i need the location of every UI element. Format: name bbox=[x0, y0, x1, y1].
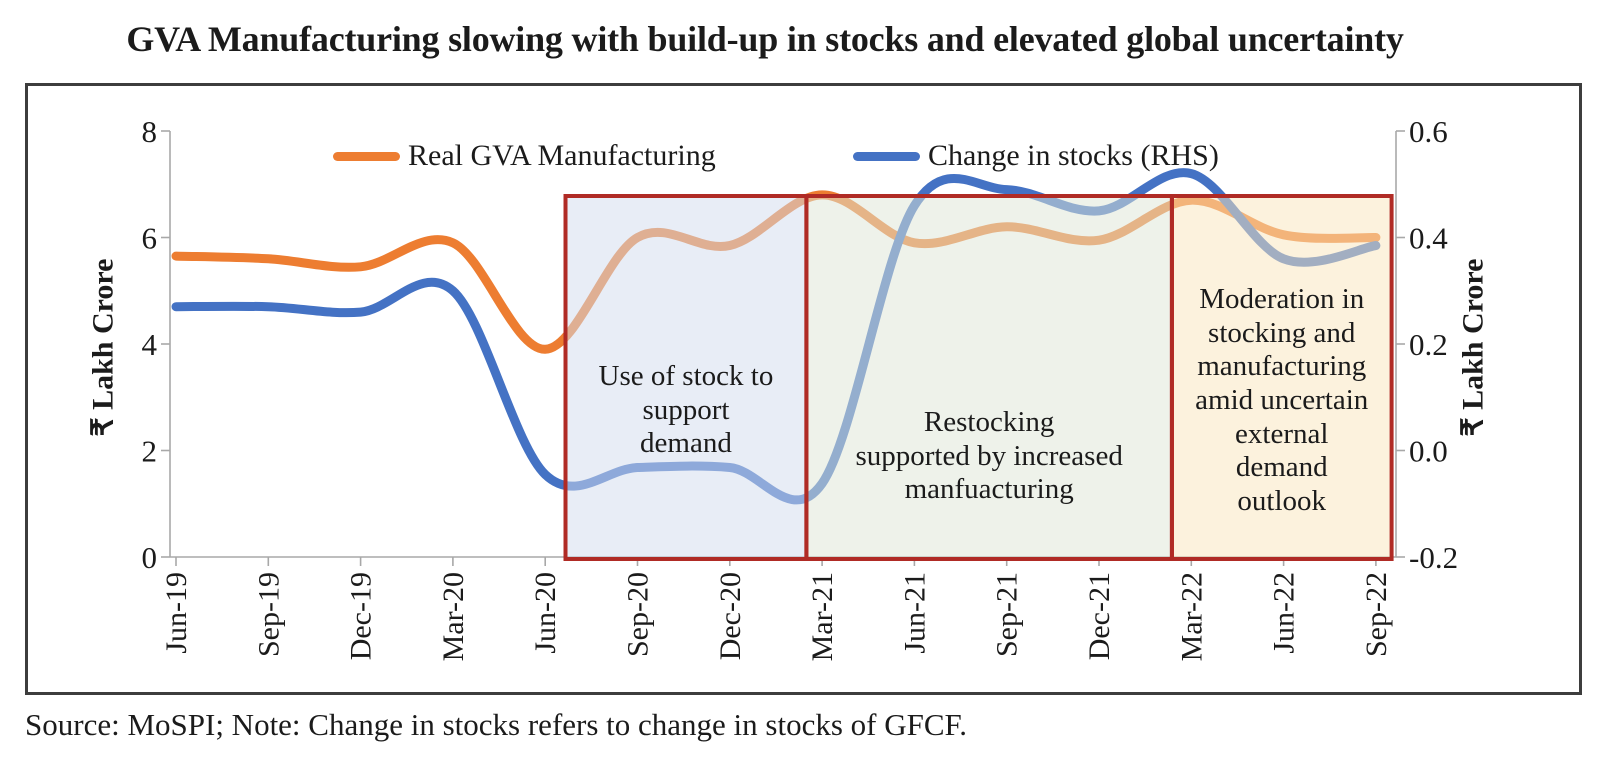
legend-line-swatch bbox=[333, 151, 400, 161]
right-axis-tick-label: 0.2 bbox=[1409, 327, 1448, 362]
annotation-box-border-3 bbox=[1169, 194, 1394, 561]
x-axis-tick-label: Mar-22 bbox=[1175, 572, 1208, 661]
right-axis-tick-label: -0.2 bbox=[1409, 540, 1458, 575]
left-axis-title: ₹ Lakh Crore bbox=[86, 258, 120, 437]
legend-line-swatch bbox=[853, 151, 920, 161]
x-axis-tick-label: Mar-21 bbox=[806, 572, 839, 661]
x-axis-tick-label: Dec-19 bbox=[345, 572, 378, 660]
left-axis-tick-label: 2 bbox=[142, 434, 158, 469]
right-axis-tick-label: 0.4 bbox=[1409, 221, 1448, 256]
source-note: Source: MoSPI; Note: Change in stocks re… bbox=[25, 707, 968, 742]
right-axis-tick-label: 0.0 bbox=[1409, 434, 1448, 469]
x-axis-tick-label: Jun-22 bbox=[1268, 572, 1301, 654]
x-axis-tick-label: Mar-20 bbox=[437, 572, 470, 661]
right-axis-tick-label: 0.6 bbox=[1409, 114, 1448, 149]
left-axis-tick-label: 8 bbox=[142, 114, 158, 149]
x-axis-tick-label: Sep-20 bbox=[622, 572, 655, 657]
legend-item-1: Real GVA Manufacturing bbox=[333, 139, 716, 172]
left-axis-tick-label: 0 bbox=[142, 540, 158, 575]
left-axis-tick-label: 4 bbox=[142, 327, 158, 362]
x-axis-tick-label: Sep-19 bbox=[252, 572, 285, 657]
legend-item-2: Change in stocks (RHS) bbox=[853, 139, 1219, 172]
annotation-box-fill-2 bbox=[806, 196, 1172, 559]
annotation-label-1: Use of stock to support demand bbox=[598, 360, 774, 460]
x-axis-tick-label: Dec-20 bbox=[714, 572, 747, 660]
annotation-label-3: Moderation in stocking and manufacturing… bbox=[1195, 283, 1369, 517]
plot-border bbox=[25, 83, 1582, 695]
chart-title: GVA Manufacturing slowing with build-up … bbox=[126, 19, 1404, 59]
x-axis-tick-label: Sep-22 bbox=[1360, 572, 1393, 657]
annotation-box-fill-1 bbox=[565, 196, 807, 559]
annotation-label-2: Restocking supported by increased manfua… bbox=[855, 406, 1123, 506]
x-axis-tick-label: Jun-21 bbox=[898, 572, 931, 654]
annotation-box-fill-3 bbox=[1171, 196, 1392, 559]
x-axis-tick-label: Sep-21 bbox=[991, 572, 1024, 657]
legend-label: Real GVA Manufacturing bbox=[408, 139, 716, 172]
x-axis-tick-label: Jun-19 bbox=[160, 572, 193, 654]
x-axis-tick-label: Dec-21 bbox=[1083, 572, 1116, 660]
right-axis-title: ₹ Lakh Crore bbox=[1456, 258, 1490, 437]
legend-label: Change in stocks (RHS) bbox=[928, 139, 1219, 172]
x-axis-tick-label: Jun-20 bbox=[529, 572, 562, 654]
left-axis-tick-label: 6 bbox=[142, 221, 158, 256]
